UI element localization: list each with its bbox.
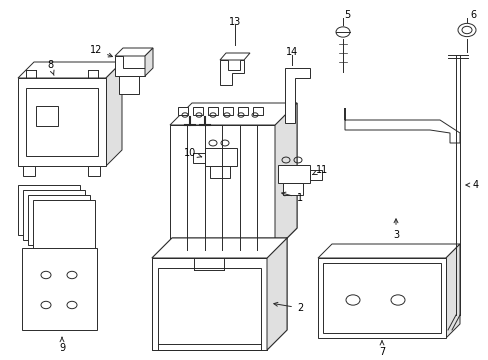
Bar — [36, 106, 58, 126]
Bar — [309, 170, 321, 180]
Bar — [193, 153, 204, 163]
Text: 9: 9 — [59, 337, 65, 353]
Bar — [152, 258, 266, 350]
Bar — [283, 183, 303, 195]
Text: 1: 1 — [281, 192, 303, 203]
Polygon shape — [106, 62, 122, 166]
Polygon shape — [152, 238, 286, 258]
Polygon shape — [266, 238, 286, 350]
Text: 4: 4 — [465, 180, 478, 190]
Polygon shape — [274, 103, 296, 250]
Bar — [119, 76, 139, 94]
Text: 14: 14 — [285, 47, 298, 57]
Bar — [23, 166, 35, 176]
Polygon shape — [23, 190, 85, 240]
Bar — [238, 107, 247, 115]
Text: 3: 3 — [392, 219, 398, 240]
Polygon shape — [170, 228, 296, 250]
Text: 5: 5 — [343, 10, 349, 20]
Polygon shape — [152, 258, 266, 350]
Text: 11: 11 — [312, 165, 327, 175]
Polygon shape — [145, 48, 153, 76]
Bar — [223, 107, 232, 115]
Bar — [204, 148, 237, 166]
Bar — [193, 107, 203, 115]
Bar — [209, 166, 229, 178]
Polygon shape — [285, 68, 309, 123]
Text: 6: 6 — [469, 10, 475, 20]
Bar — [158, 268, 261, 350]
Polygon shape — [18, 185, 80, 235]
Polygon shape — [220, 60, 244, 85]
Polygon shape — [266, 238, 286, 350]
Bar — [18, 78, 106, 166]
Polygon shape — [274, 103, 296, 250]
Text: 12: 12 — [90, 45, 112, 57]
Text: 7: 7 — [378, 341, 385, 357]
Polygon shape — [115, 48, 153, 56]
Bar — [252, 107, 263, 115]
Bar — [22, 248, 97, 330]
Text: 10: 10 — [183, 148, 201, 158]
Polygon shape — [317, 244, 459, 258]
Bar — [88, 166, 100, 176]
Bar — [323, 263, 440, 333]
Polygon shape — [220, 53, 249, 60]
Polygon shape — [28, 195, 90, 245]
Bar — [26, 88, 98, 156]
Bar — [178, 107, 187, 115]
Bar — [207, 107, 218, 115]
Text: 2: 2 — [273, 302, 303, 313]
Polygon shape — [345, 108, 459, 143]
Polygon shape — [115, 56, 145, 76]
Polygon shape — [152, 238, 286, 258]
Bar — [170, 125, 274, 250]
Polygon shape — [33, 200, 95, 250]
Polygon shape — [18, 62, 122, 78]
Polygon shape — [170, 103, 296, 125]
Bar — [278, 165, 309, 183]
Text: 13: 13 — [228, 17, 241, 27]
Polygon shape — [445, 244, 459, 338]
Text: 8: 8 — [47, 60, 54, 75]
Bar — [317, 258, 445, 338]
